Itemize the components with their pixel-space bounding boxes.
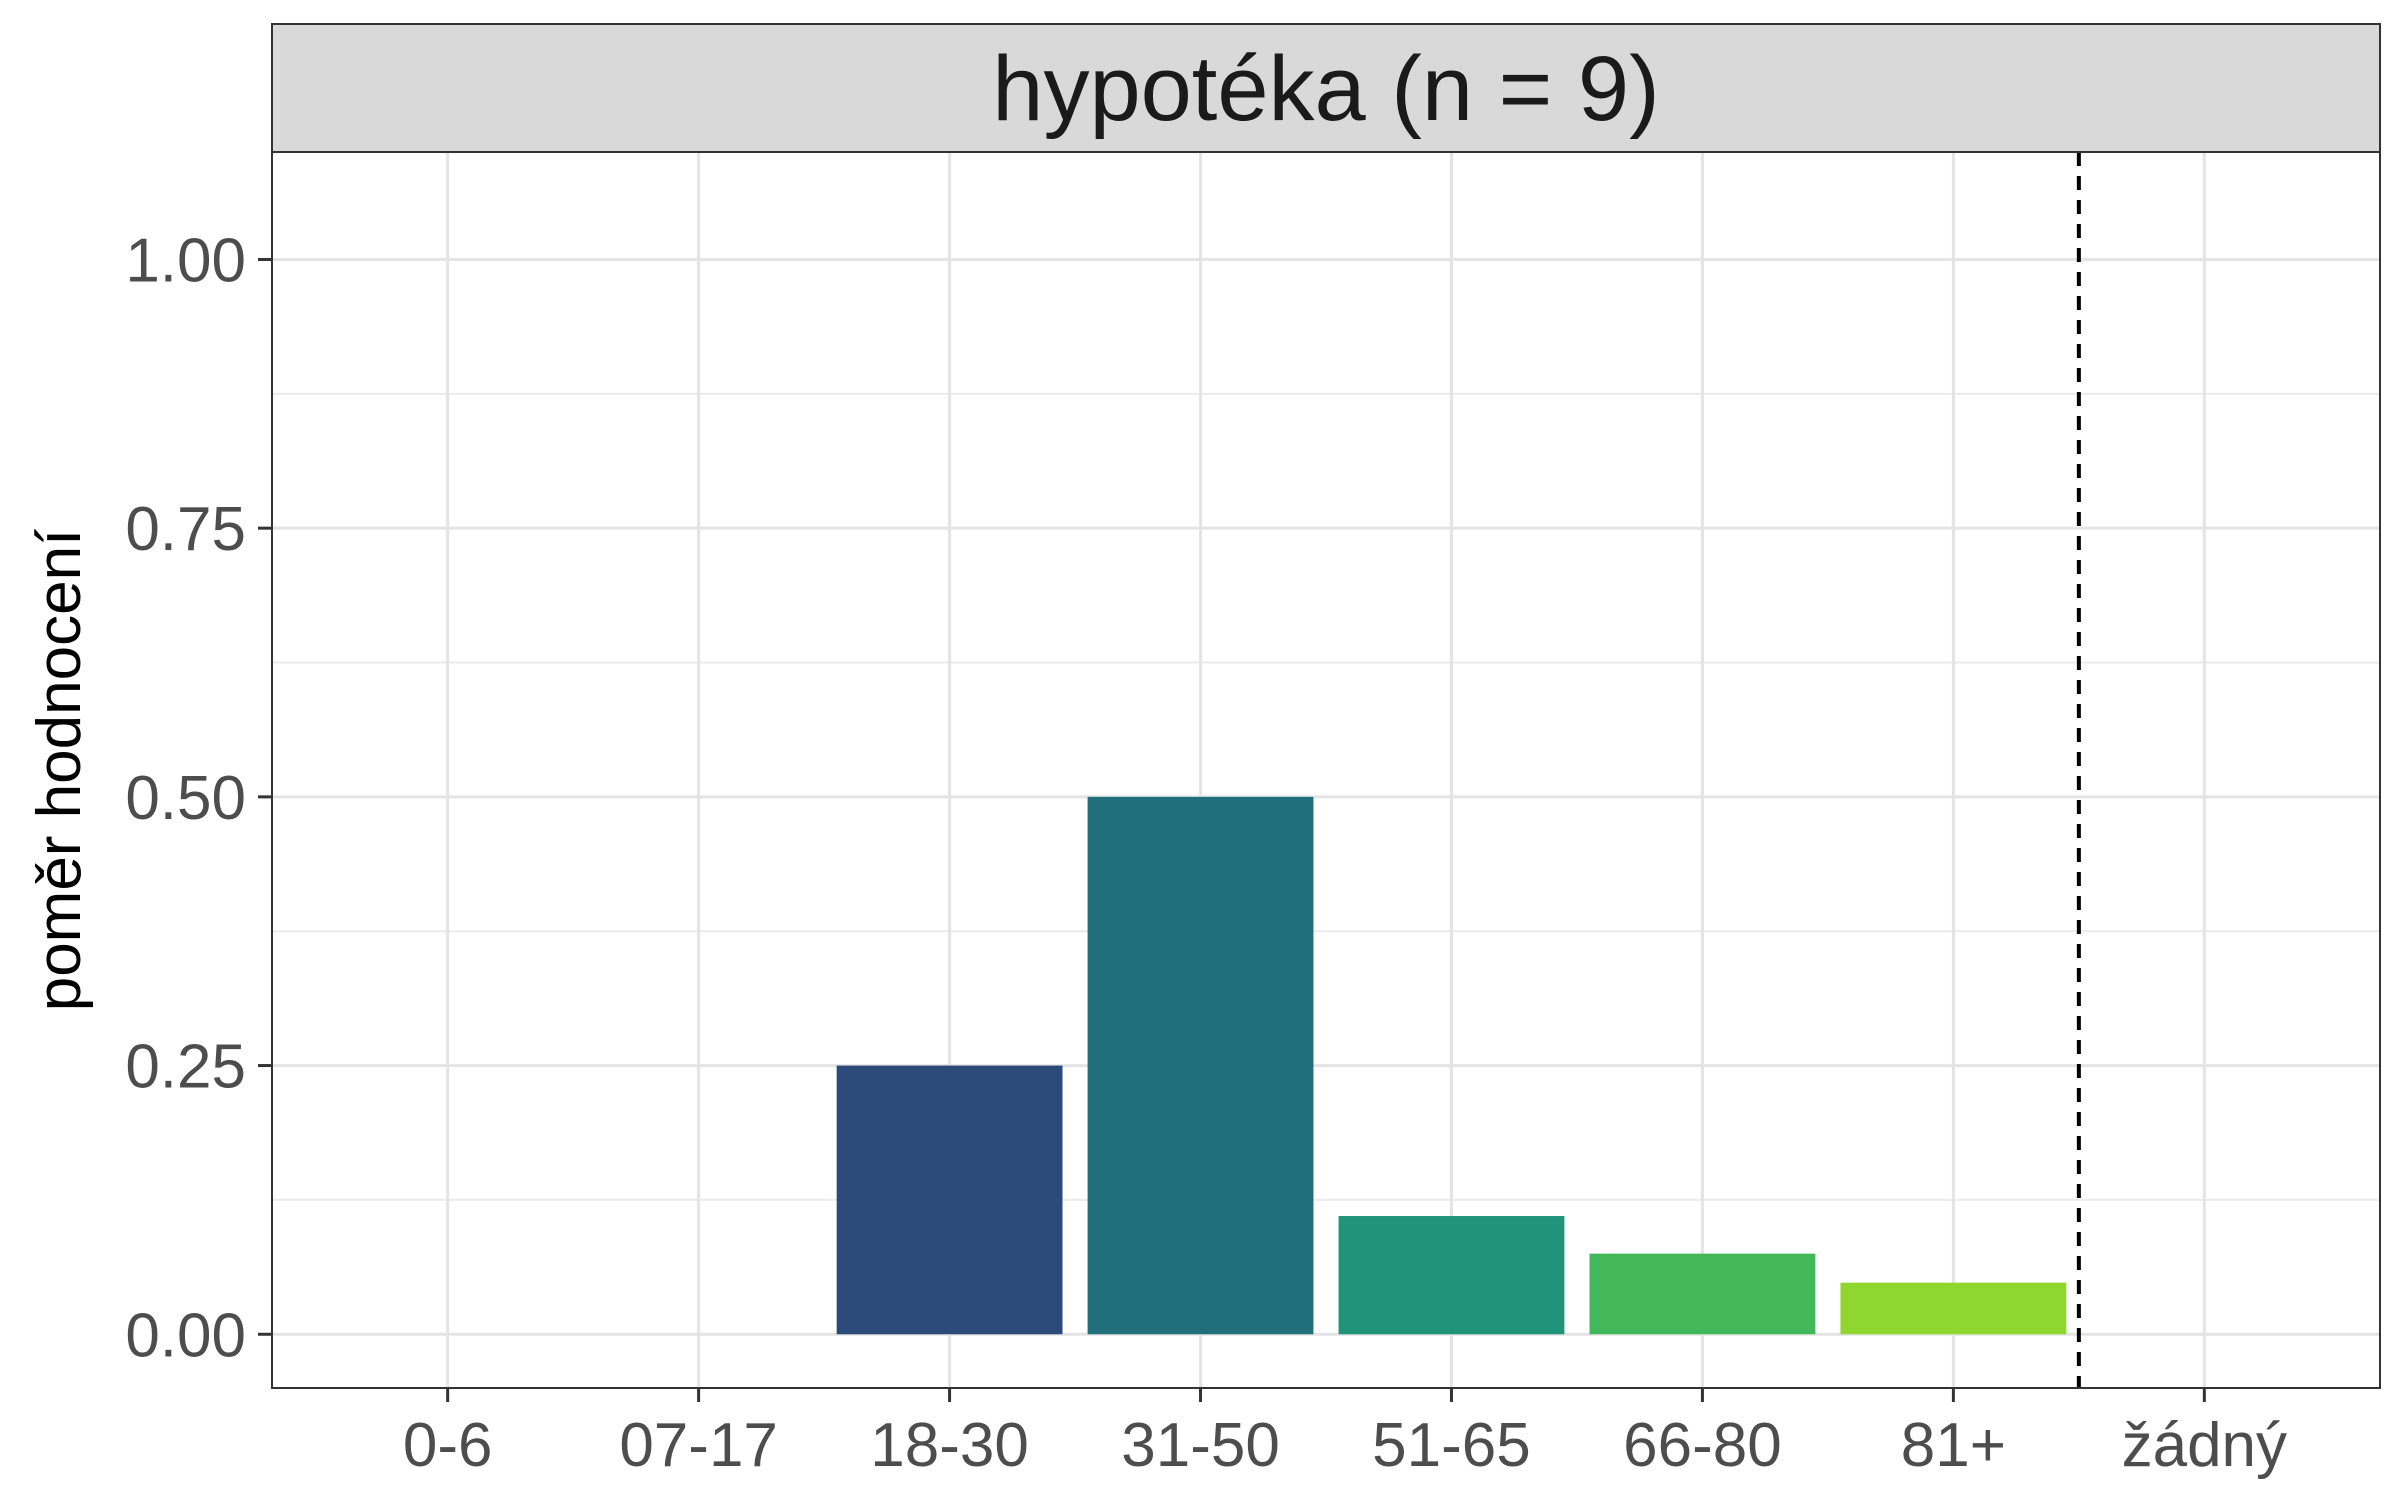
chart-title: hypotéka (n = 9)	[992, 38, 1659, 140]
bar-66-80	[1589, 1253, 1816, 1335]
bar-31-50	[1087, 796, 1314, 1335]
bar-51-65	[1338, 1216, 1565, 1335]
x-tick-label: 51-65	[1372, 1411, 1531, 1480]
y-tick-label: 0.75	[125, 495, 246, 564]
y-tick-label: 0.25	[125, 1033, 246, 1102]
y-axis-title: poměr hodnocení	[25, 529, 94, 1012]
x-tick-label: 0-6	[403, 1411, 493, 1480]
y-tick-label: 1.00	[125, 226, 246, 295]
x-tick-label: 07-17	[619, 1411, 778, 1480]
facet-strip	[271, 23, 2381, 153]
y-tick-label: 0.00	[125, 1301, 246, 1370]
bars	[836, 796, 2067, 1335]
bar-18-30	[836, 1065, 1063, 1335]
y-tick-label: 0.50	[125, 764, 246, 833]
plot-panel	[272, 152, 2380, 1388]
bar-81+	[1840, 1282, 2067, 1335]
x-tick-label: 31-50	[1121, 1411, 1280, 1480]
x-axis: 0-6 07-17 18-30 31-50 51-65 66-80 81+ žádný	[403, 1388, 2287, 1480]
x-tick-label: 66-80	[1623, 1411, 1782, 1480]
grid	[272, 152, 2380, 1388]
y-axis: 0.00 0.25 0.50 0.75 1.00	[125, 226, 272, 1370]
x-tick-label: 18-30	[870, 1411, 1029, 1480]
x-tick-label: žádný	[2122, 1411, 2287, 1480]
plot-border	[271, 151, 2381, 1389]
x-tick-label: 81+	[1901, 1411, 2006, 1480]
